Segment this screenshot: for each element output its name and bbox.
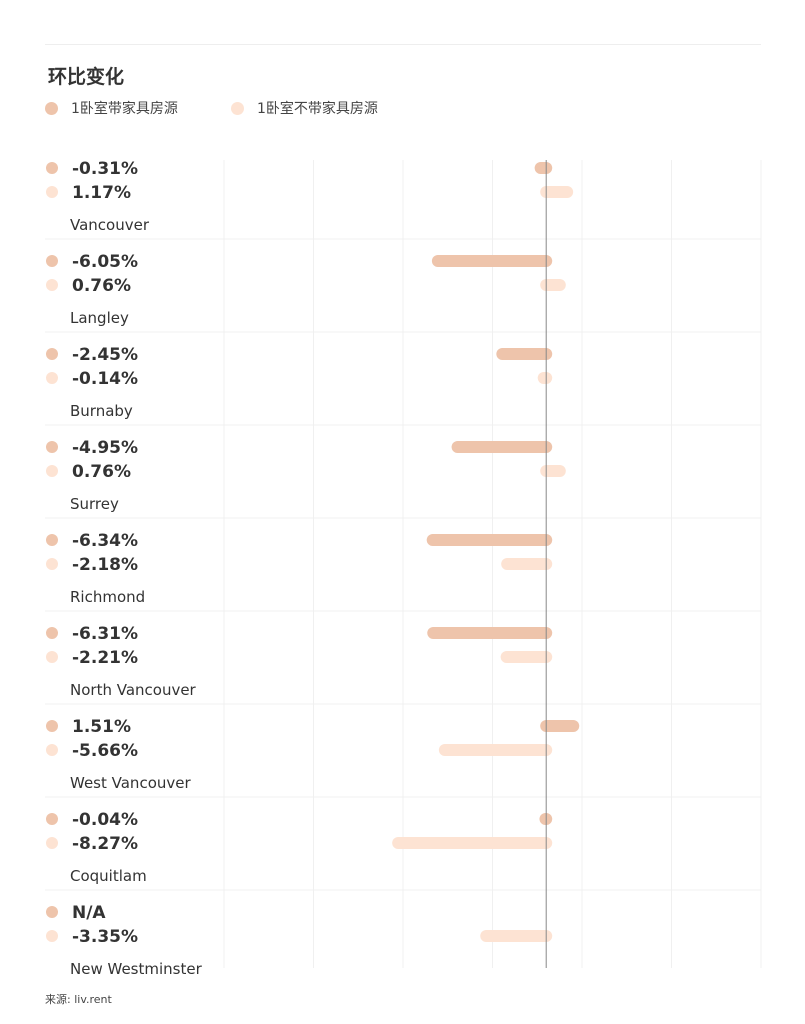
category-label: Coquitlam [70,867,147,885]
series-dot [46,651,58,663]
category-label: Richmond [70,588,145,606]
bar [451,441,553,453]
value-label: -2.21% [72,648,138,668]
series-dot [46,255,58,267]
value-label: -3.35% [72,927,138,947]
category-label: New Westminster [70,960,203,978]
value-label: 1.17% [72,183,131,203]
category-label: Surrey [70,495,119,513]
value-label: -0.14% [72,369,138,389]
bar [427,627,553,639]
chart-area: -0.31% 1.17% Vancouver -6.05% 0.76% Langley -2… [45,159,762,978]
value-label: -8.27% [72,834,138,854]
bar [540,465,566,477]
bar [540,279,566,291]
legend-dot-furnished [45,101,58,115]
category-label: West Vancouver [70,774,191,792]
bar [426,534,553,546]
top-divider [45,44,761,45]
value-label: -2.18% [72,555,138,575]
category-label: North Vancouver [70,681,197,699]
value-label: 0.76% [72,276,131,296]
series-dot [46,720,58,732]
bar [431,255,553,267]
series-dot [46,348,58,360]
bar [540,186,574,198]
series-dot [46,627,58,639]
value-label: 1.51% [72,717,131,737]
chart-title: 环比变化 [48,66,125,88]
legend-label-furnished: 1卧室带家具房源 [71,101,178,117]
value-label: -6.34% [72,531,138,551]
value-label: -0.04% [72,810,138,830]
value-label: -4.95% [72,438,138,458]
bar [500,651,553,663]
bar [540,720,580,732]
series-dot [46,186,58,198]
series-dot [46,813,58,825]
category-label: Vancouver [70,216,150,234]
series-dot [46,162,58,174]
series-dot [46,534,58,546]
bar [480,930,553,942]
bar [496,348,553,360]
series-dot [46,372,58,384]
category-label: Langley [70,309,129,327]
series-dot [46,906,58,918]
value-label: N/A [72,903,106,923]
value-label: -6.05% [72,252,138,272]
source-note: 来源: liv.rent [45,993,112,1006]
value-label: -5.66% [72,741,138,761]
series-dot [46,558,58,570]
bar [392,837,553,849]
series-dot [46,465,58,477]
series-dot [46,744,58,756]
bar [534,162,553,174]
series-dot [46,930,58,942]
legend-item-unfurnished: 1卧室不带家具房源 [231,96,378,120]
value-label: -0.31% [72,159,138,179]
series-dot [46,279,58,291]
value-label: -2.45% [72,345,138,365]
bar [438,744,553,756]
category-label: Burnaby [70,402,133,420]
legend-label-unfurnished: 1卧室不带家具房源 [257,101,378,117]
value-label: -6.31% [72,624,138,644]
bar [537,372,553,384]
legend-item-furnished: 1卧室带家具房源 [45,96,178,120]
bar [501,558,553,570]
value-label: 0.76% [72,462,131,482]
series-dot [46,837,58,849]
legend-dot-unfurnished [231,101,244,115]
series-dot [46,441,58,453]
